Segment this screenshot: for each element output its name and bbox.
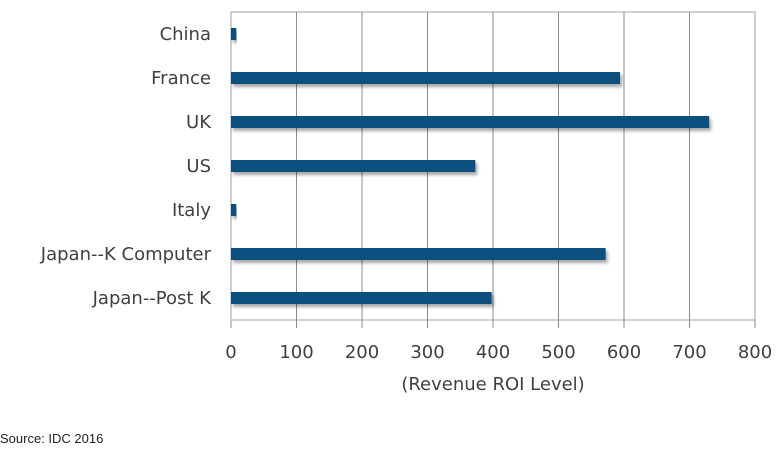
category-label: Japan--Post K [92, 288, 213, 309]
gridlines [230, 12, 756, 328]
bars [231, 28, 710, 304]
x-tick-label: 700 [672, 342, 706, 363]
bar-chart: China France UK US Italy Japan--K Computer Jap… [40, 11, 772, 395]
x-tick-label: 0 [225, 342, 236, 363]
x-tick-label: 100 [279, 342, 313, 363]
bar [231, 292, 492, 304]
category-label: Japan--K Computer [40, 244, 212, 265]
x-tick-label: 600 [607, 342, 641, 363]
bar [231, 72, 621, 84]
category-label: Italy [172, 200, 211, 221]
x-tick-labels: 0 100 200 300 400 500 600 700 800 [225, 342, 772, 363]
x-tick-label: 300 [410, 342, 444, 363]
x-tick-label: 200 [345, 342, 379, 363]
x-tick-label: 800 [738, 342, 772, 363]
category-label: France [151, 68, 211, 89]
category-labels: China France UK US Italy Japan--K Computer Jap… [40, 24, 212, 309]
bar [231, 248, 606, 260]
source-note: Source: IDC 2016 [0, 431, 104, 446]
category-label: China [160, 24, 211, 45]
x-axis-title: (Revenue ROI Level) [401, 374, 584, 395]
x-tick-label: 500 [541, 342, 575, 363]
bar [231, 28, 237, 40]
bar [231, 116, 710, 128]
x-tick-label: 400 [476, 342, 510, 363]
category-label: US [186, 156, 211, 177]
bar [231, 160, 476, 172]
category-label: UK [186, 112, 212, 133]
bar [231, 204, 237, 216]
